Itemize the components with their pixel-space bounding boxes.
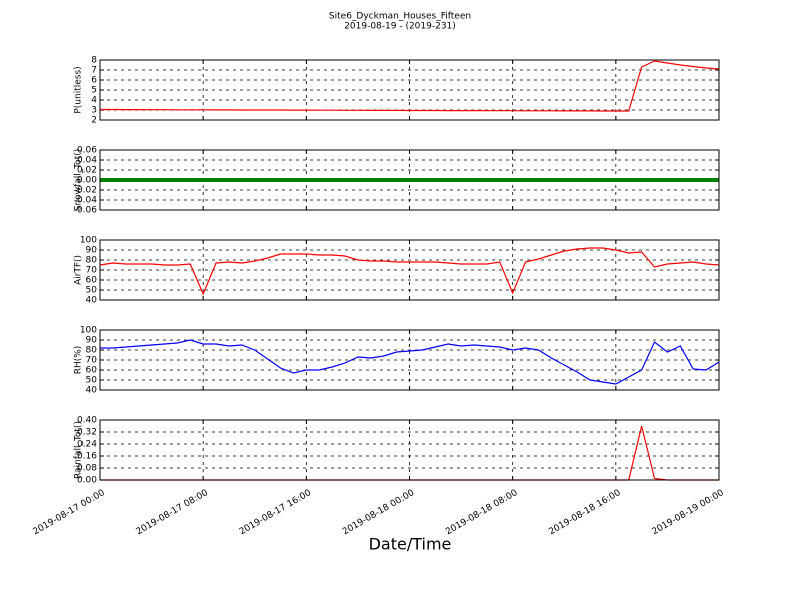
y-tick-label: 90 — [86, 336, 98, 346]
y-tick-label: 40 — [86, 386, 98, 396]
y-tick-label: 70 — [86, 356, 98, 366]
plot-frame — [99, 329, 720, 391]
y-tick-label: 0.32 — [77, 428, 97, 438]
y-tick-label: -0.04 — [74, 196, 98, 206]
y-tick-label: 2 — [91, 116, 97, 126]
y-tick-label: 60 — [86, 366, 98, 376]
y-tick-label: 100 — [80, 236, 97, 246]
y-tick-label: 40 — [86, 296, 98, 306]
x-tick-label: 2019-08-18 16:00 — [547, 488, 622, 537]
chart-subtitle: 2019-08-19 - (2019-231) — [344, 22, 456, 32]
y-tick-label: 0.24 — [77, 440, 97, 450]
plot-frame — [99, 59, 720, 121]
x-tick-label: 2019-08-17 08:00 — [135, 488, 210, 537]
y-tick-label: 50 — [86, 376, 98, 386]
y-tick-label: 0.06 — [77, 146, 97, 156]
y-tick-label: 0.02 — [77, 166, 97, 176]
y-tick-label: 6 — [91, 76, 97, 86]
y-tick-label: 5 — [91, 86, 97, 96]
y-tick-label: 0.00 — [77, 476, 97, 486]
y-axis-label: Rainfall_Tot() — [74, 421, 84, 479]
plot-frame — [99, 239, 720, 301]
y-tick-label: 50 — [86, 286, 98, 296]
y-tick-label: 80 — [86, 256, 98, 266]
x-tick-label: 2019-08-19 00:00 — [651, 488, 726, 537]
y-axis-label: P(unitless) — [74, 66, 84, 113]
x-axis-label: Date/Time — [369, 535, 452, 554]
y-axis-label: Snowfall_Tot() — [74, 149, 84, 212]
y-tick-label: 7 — [91, 66, 97, 76]
plot-frame — [99, 149, 720, 211]
y-tick-label: -0.02 — [74, 186, 97, 196]
y-axis-label: AirTF() — [74, 255, 84, 285]
data-line — [99, 247, 720, 296]
x-tick-label: 2019-08-17 16:00 — [238, 488, 313, 537]
y-axis-label: RH(%) — [74, 346, 84, 375]
y-tick-label: 60 — [86, 276, 98, 286]
y-tick-label: 70 — [86, 266, 98, 276]
data-line — [100, 339, 720, 385]
data-line — [100, 60, 720, 112]
x-tick-label: 2019-08-17 00:00 — [32, 488, 107, 537]
x-tick-label: 2019-08-18 08:00 — [444, 488, 519, 537]
plot-frame — [99, 419, 720, 481]
y-tick-label: 90 — [86, 246, 98, 256]
y-tick-label: 0.40 — [77, 416, 97, 426]
y-tick-label: 0.04 — [77, 156, 97, 166]
y-tick-label: 100 — [80, 326, 97, 336]
y-tick-label: 80 — [86, 346, 98, 356]
x-tick-label: 2019-08-18 00:00 — [341, 488, 416, 537]
y-tick-label: -0.06 — [74, 206, 98, 216]
y-tick-label: 8 — [91, 56, 97, 66]
y-tick-label: 3 — [91, 106, 97, 116]
chart-title: Site6_Dyckman_Houses_Fifteen — [329, 12, 471, 22]
y-tick-label: 0.08 — [77, 464, 97, 474]
y-tick-label: 0.16 — [77, 452, 97, 462]
y-tick-label: 4 — [91, 96, 97, 106]
y-tick-label: 0.00 — [77, 176, 97, 186]
